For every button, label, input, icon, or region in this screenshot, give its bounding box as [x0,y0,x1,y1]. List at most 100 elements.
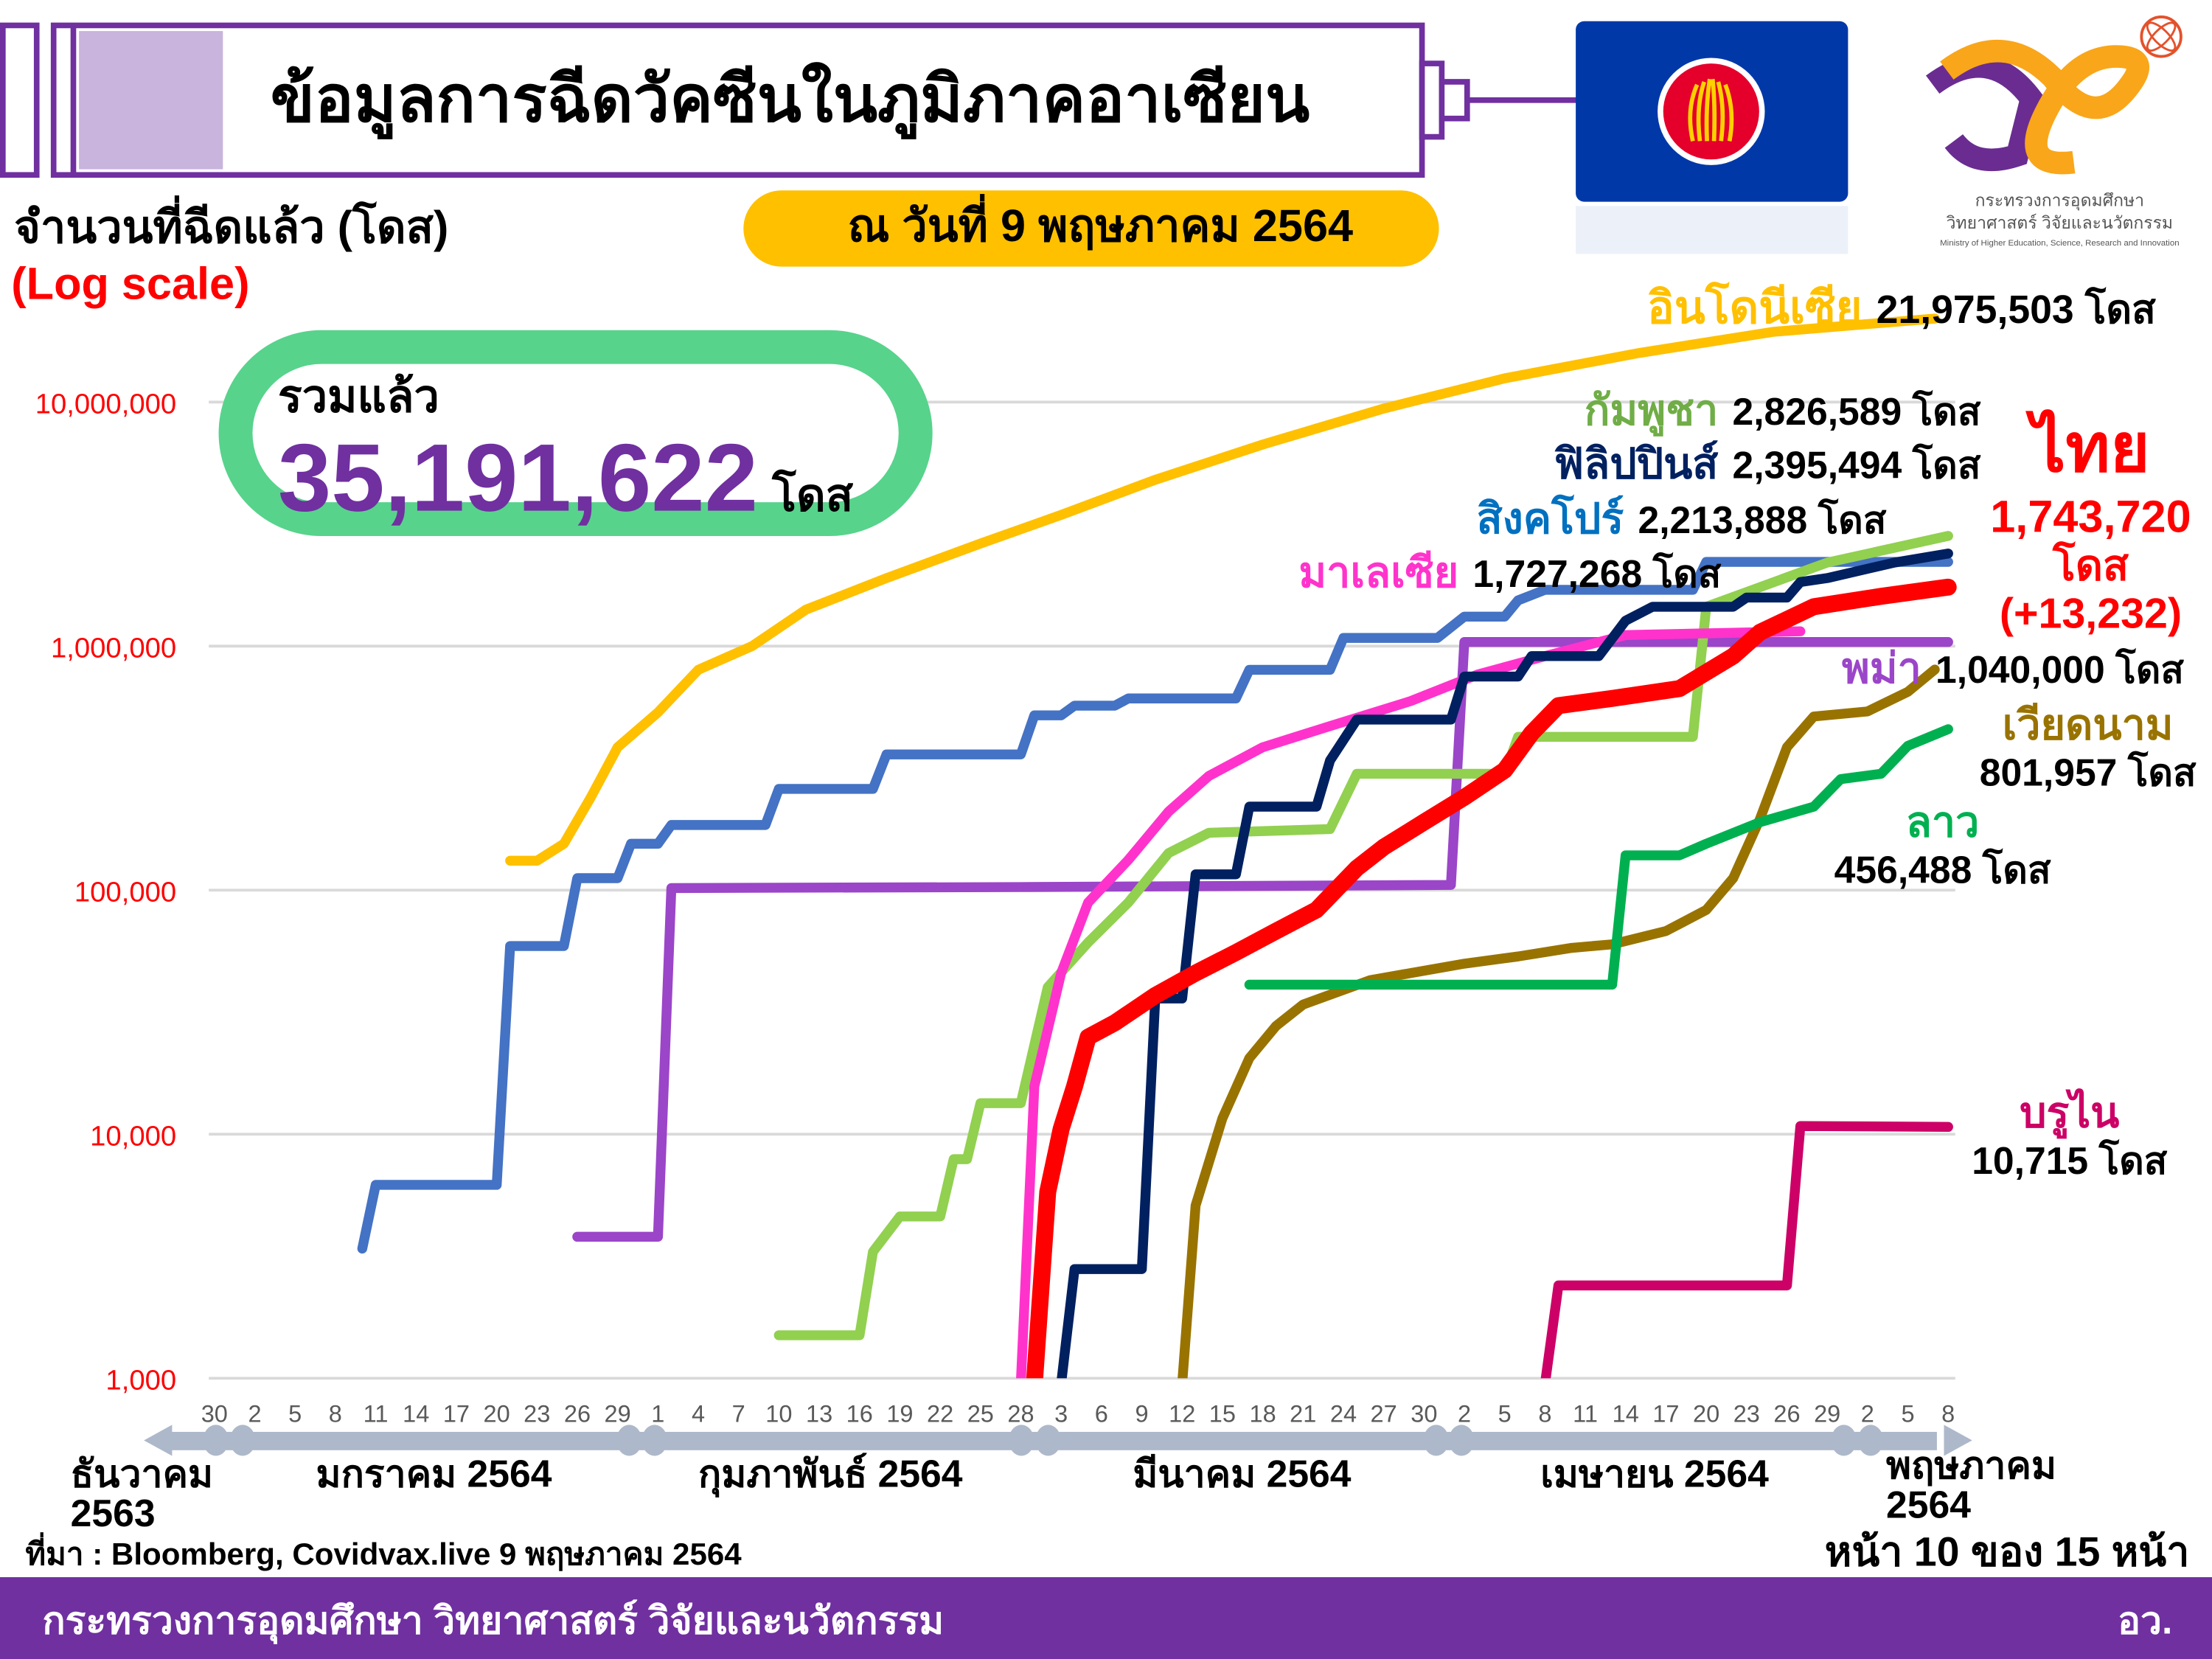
logo-text-line2: วิทยาศาสตร์ วิจัยและนวัตกรรม [1947,213,2173,232]
x-tick-labels: 30 2 5 8 11 14 17 20 23 26 29 1 4 7 10 13 16 19 22 25 28 3 6 9 1… [201,1401,1955,1427]
x-tick-label: 5 [1498,1401,1512,1427]
delta-thailand: (+13,232) [2000,590,2182,637]
footer-abbr: อว. [2118,1599,2172,1642]
x-tick-label: 27 [1371,1401,1397,1427]
x-tick-label: 8 [1941,1401,1955,1427]
label-laos: ลาว [1906,799,1980,846]
x-tick-label: 9 [1135,1401,1148,1427]
y-tick-label: 100,000 [74,877,176,908]
x-tick-label: 10 [765,1401,792,1427]
x-tick-label: 17 [443,1401,470,1427]
logo-text-line1: กระทรวงการอุดมศึกษา [1975,190,2144,210]
x-tick-label: 1 [651,1401,664,1427]
syringe-tip [1419,60,1445,140]
x-tick-label: 30 [1411,1401,1437,1427]
month-may-year: 2564 [1886,1484,1971,1526]
page-title: ข้อมูลการฉีดวัคซีนในภูมิภาคอาเซียน [271,62,1310,140]
month-mar: มีนาคม 2564 [1133,1453,1351,1495]
y-tick-label: 1,000 [105,1365,176,1397]
total-value: 35,191,622 [278,424,758,532]
x-tick-label: 23 [1733,1401,1760,1427]
x-tick-label: 25 [967,1401,994,1427]
y-tick-label: 1,000,000 [51,633,176,664]
rice-stalks-icon [1688,78,1734,142]
timeline-arrow-right [1944,1425,1972,1456]
x-tick-label: 16 [846,1401,873,1427]
month-dec: ธันวาคม [71,1453,213,1495]
total-box: รวมแล้ว 35,191,622 โดส [218,330,933,537]
series-line-2 [572,637,1953,1242]
x-tick-label: 14 [1613,1401,1639,1427]
value-thailand: 1,743,720 [1990,491,2191,541]
logo-orange-shape [1940,40,2149,175]
label-myanmar: พม่า [1842,645,1921,692]
syringe-plunger [0,22,40,178]
series-line-1 [357,557,1953,1254]
x-tick-label: 4 [692,1401,705,1427]
series-line-6 [1244,724,1953,990]
x-tick-label: 7 [732,1401,745,1427]
x-tick-label: 15 [1209,1401,1236,1427]
x-tick-label: 21 [1290,1401,1316,1427]
x-tick-label: 20 [484,1401,510,1427]
log-scale-note: (Log scale) [11,259,249,309]
footer-ministry: กระทรวงการอุดมศึกษา วิทยาศาสตร์ วิจัยและ… [42,1599,944,1645]
x-tick-label: 29 [605,1401,631,1427]
unit-thailand: โดส [2052,540,2129,589]
x-tick-label: 17 [1652,1401,1679,1427]
y-axis-label: จำนวนที่ฉีดแล้ว (โดส) [14,195,448,252]
date-pill [743,190,1439,267]
series-line-3 [773,531,1953,1340]
label-malaysia: มาเลเซีย [1298,549,1458,597]
value-indonesia: 21,975,503 โดส [1877,286,2157,332]
value-philippines: 2,395,494 โดส [1732,443,1980,487]
footer-bar [0,1577,2212,1659]
label-philippines: ฟิลิปปินส์ [1554,440,1718,488]
x-tick-label: 12 [1169,1401,1195,1427]
ministry-logo: กระทรวงการอุดมศึกษา วิทยาศาสตร์ วิจัยและ… [1925,15,2183,248]
syringe-fill [79,31,223,170]
x-tick-label: 13 [806,1401,832,1427]
series-line-8 [1026,578,1957,1379]
x-tick-label: 29 [1814,1401,1840,1427]
month-jan: มกราคม 2564 [316,1453,552,1495]
x-tick-label: 6 [1095,1401,1108,1427]
x-tick-label: 20 [1693,1401,1719,1427]
x-tick-label: 3 [1054,1401,1068,1427]
label-cambodia: กัมพูชา [1585,387,1719,437]
x-tick-label: 14 [403,1401,429,1427]
series-lines [357,313,1957,1379]
timeline: ธันวาคม 2563 มกราคม 2564 กุมภาพันธ์ 2564… [71,1425,2056,1534]
x-tick-label: 18 [1250,1401,1276,1427]
x-tick-label: 23 [524,1401,550,1427]
x-tick-label: 26 [1773,1401,1800,1427]
x-tick-label: 8 [329,1401,342,1427]
label-thailand: ไทย [2025,409,2150,486]
month-apr: เมษายน 2564 [1540,1453,1769,1495]
x-tick-label: 19 [886,1401,913,1427]
month-dec-year: 2563 [71,1492,156,1534]
label-brunei: บรูไน [2020,1088,2119,1139]
label-vietnam: เวียดนาม [2003,702,2174,749]
source-note: ที่มา : Bloomberg, Covidvax.live 9 พฤษภา… [25,1532,742,1571]
value-cambodia: 2,826,589 โดส [1732,389,1980,433]
value-myanmar: 1,040,000 โดส [1935,647,2184,691]
series-line-0 [505,313,1940,866]
x-tick-label: 11 [1573,1401,1598,1427]
value-laos: 456,488 โดส [1834,848,2051,891]
value-singapore: 2,213,888 โดส [1638,498,1886,541]
logo-purple-shape [1925,55,2044,172]
label-singapore: สิงคโปร์ [1477,493,1624,543]
x-tick-label: 11 [364,1401,389,1427]
x-tick-label: 5 [1901,1401,1914,1427]
series-labels: อินโดนีเซีย 21,975,503 โดส กัมพูชา 2,826… [1298,281,2197,1182]
x-tick-label: 28 [1007,1401,1034,1427]
atom-icon [2140,15,2183,58]
value-brunei: 10,715 โดส [1972,1138,2168,1182]
timeline-arrow-left [144,1425,173,1456]
x-tick-label: 8 [1538,1401,1551,1427]
value-vietnam: 801,957 โดส [1980,751,2197,794]
y-tick-label: 10,000,000 [35,389,176,420]
y-tick-labels: 1,000 10,000 100,000 1,000,000 10,000,000 [35,389,176,1397]
